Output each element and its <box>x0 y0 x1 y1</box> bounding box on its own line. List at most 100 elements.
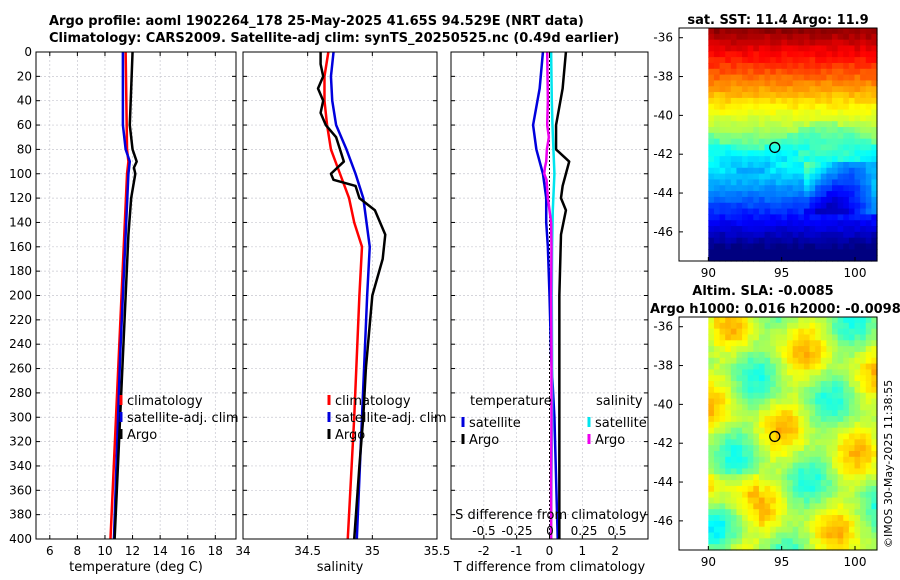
heatmap-cell <box>803 167 811 175</box>
heatmap-cell <box>832 491 839 499</box>
heatmap-cell <box>719 86 726 93</box>
heatmap-cell <box>865 520 872 528</box>
heatmap-cell <box>815 474 822 481</box>
heatmap-cell <box>708 381 715 388</box>
heatmap-cell <box>871 317 878 324</box>
heatmap-cell <box>837 39 844 47</box>
heatmap-cell <box>832 62 839 70</box>
heatmap-cell <box>770 202 777 210</box>
heatmap-cell <box>708 485 715 493</box>
heatmap-cell <box>775 173 783 181</box>
heatmap-cell <box>820 474 827 481</box>
x-tick-label: 34 <box>235 544 250 558</box>
heatmap-cell <box>809 103 816 111</box>
heatmap-cell <box>781 363 788 371</box>
heatmap-cell <box>781 243 788 250</box>
heatmap-cell <box>787 386 794 394</box>
heatmap-cell <box>747 150 754 157</box>
heatmap-cell <box>837 317 844 324</box>
heatmap-cell <box>713 132 721 140</box>
heatmap-cell <box>871 237 878 245</box>
heatmap-cell <box>742 57 749 64</box>
heatmap-cell <box>854 28 861 35</box>
heatmap-cell <box>798 80 805 87</box>
heatmap-cell <box>820 386 827 394</box>
heatmap-cell <box>832 433 839 440</box>
heatmap-cell <box>798 161 805 169</box>
heatmap-cell <box>837 243 844 250</box>
heatmap-cell <box>775 497 783 504</box>
heatmap-cell <box>725 375 732 382</box>
heatmap-cell <box>843 416 850 423</box>
legend-label: Argo <box>127 428 157 443</box>
heatmap-cell <box>792 74 799 82</box>
heatmap-cell <box>871 57 878 64</box>
heatmap-cell <box>708 220 715 227</box>
heatmap-cell <box>736 474 743 481</box>
heatmap-cell <box>854 231 861 239</box>
x-tick-label-secondary: -0.25 <box>501 524 532 538</box>
heatmap-cell <box>758 144 766 151</box>
heatmap-cell <box>787 340 794 347</box>
heatmap-cell <box>792 328 799 336</box>
heatmap-cell <box>753 381 760 388</box>
heatmap-cell <box>775 392 783 400</box>
heatmap-cell <box>832 237 839 245</box>
heatmap-cell <box>815 392 822 400</box>
heatmap-cell <box>753 86 760 93</box>
heatmap-cell <box>742 68 749 76</box>
heatmap-cell <box>803 121 811 128</box>
heatmap-cell <box>854 515 861 522</box>
heatmap-cell <box>742 427 749 435</box>
heatmap-cell <box>809 462 816 470</box>
heatmap-cell <box>815 196 822 204</box>
heatmap-cell <box>798 51 805 58</box>
heatmap-cell <box>753 68 760 76</box>
heatmap-cell <box>736 167 743 175</box>
figure-title-line1: Argo profile: aoml 1902264_178 25-May-20… <box>49 14 584 29</box>
heatmap-cell <box>798 231 805 239</box>
heatmap-cell <box>730 249 738 256</box>
heatmap-cell <box>832 386 839 394</box>
legend-label: satellite <box>595 416 647 431</box>
heatmap-cell <box>854 450 861 458</box>
heatmap-cell <box>837 503 844 510</box>
heatmap-cell <box>747 45 754 52</box>
heatmap-cell <box>736 357 743 365</box>
legend-label: Argo <box>469 433 499 448</box>
heatmap-cell <box>809 456 816 464</box>
heatmap-cell <box>730 62 738 70</box>
heatmap-cell <box>736 191 743 198</box>
heatmap-cell <box>803 57 811 64</box>
heatmap-cell <box>775 439 783 446</box>
heatmap-cell <box>826 351 833 359</box>
heatmap-cell <box>820 404 827 411</box>
heatmap-cell <box>815 346 822 353</box>
heatmap-cell <box>792 86 799 93</box>
heatmap-cell <box>832 398 839 405</box>
x-tick-label: 1 <box>579 544 587 558</box>
heatmap-cell <box>809 57 816 64</box>
heatmap-cell <box>803 515 811 522</box>
heatmap-cell <box>865 62 872 70</box>
heatmap-cell <box>792 509 799 516</box>
heatmap-cell <box>764 121 771 128</box>
heatmap-cell <box>747 132 754 140</box>
heatmap-cell <box>747 491 754 499</box>
heatmap-cell <box>837 127 844 134</box>
heatmap-cell <box>775 398 783 405</box>
heatmap-cell <box>713 185 721 192</box>
heatmap-cell <box>787 109 794 116</box>
heatmap-cell <box>753 231 760 239</box>
heatmap-cell <box>747 433 754 440</box>
heatmap-cell <box>871 398 878 405</box>
heatmap-cell <box>798 92 805 99</box>
heatmap-cell <box>809 322 816 330</box>
heatmap-cell <box>826 109 833 116</box>
heatmap-cell <box>747 485 754 493</box>
heatmap-cell <box>758 322 766 330</box>
heatmap-cell <box>792 109 799 116</box>
heatmap-cell <box>865 398 872 405</box>
heatmap-cell <box>860 45 867 52</box>
heatmap-cell <box>713 68 721 76</box>
